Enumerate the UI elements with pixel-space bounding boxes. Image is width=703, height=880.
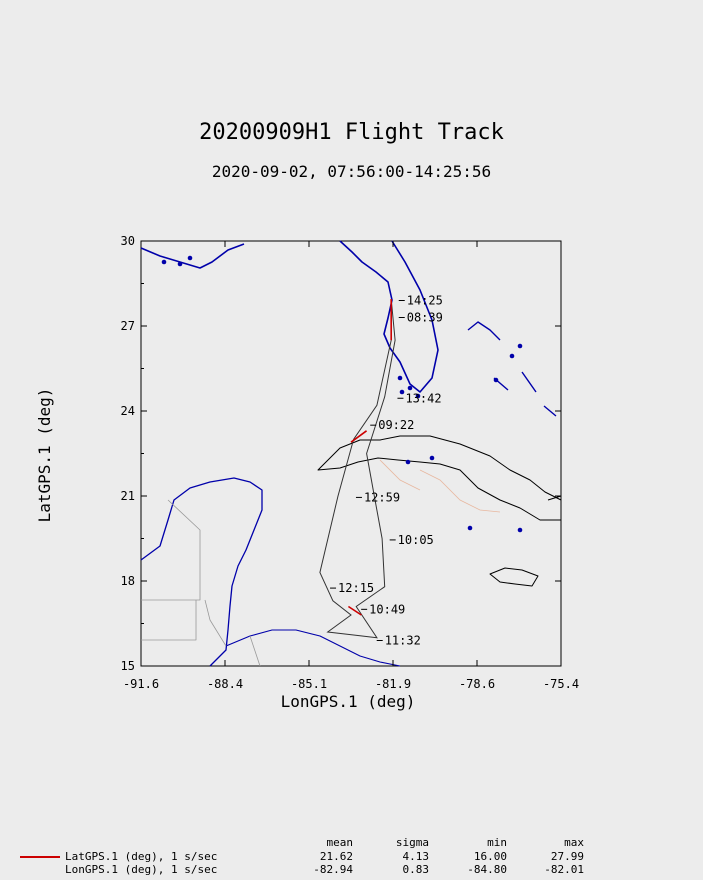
lat-mean: 21.62	[319, 850, 353, 863]
stats-header-mean: mean	[326, 836, 354, 849]
florida-coast	[339, 240, 439, 393]
time-label-3: 09:22	[378, 418, 414, 432]
x-tick-label-3: -81.9	[375, 677, 411, 691]
bahamas-coast	[467, 321, 557, 417]
time-label-4: 12:59	[364, 490, 400, 504]
y-tick-label-1: 18	[121, 574, 135, 588]
track-highlight-1	[350, 430, 368, 443]
track-polyline	[319, 299, 396, 639]
province-lines	[379, 459, 501, 513]
island-2	[187, 255, 193, 261]
y-axis-label: LatGPS.1 (deg)	[35, 388, 54, 523]
x-tick-label-0: -91.6	[123, 677, 159, 691]
time-label-2: 13:42	[405, 391, 441, 405]
honduras-coast	[225, 629, 401, 667]
time-label-6: 12:15	[338, 581, 374, 595]
island-0	[161, 259, 167, 265]
hispaniola-coast	[547, 495, 562, 501]
island-5	[415, 393, 421, 399]
x-tick-label-4: -78.6	[459, 677, 495, 691]
time-label-5: 10:05	[398, 533, 434, 547]
island-10	[405, 459, 411, 465]
y-tick-label-5: 30	[121, 234, 135, 248]
chart-subtitle: 2020-09-02, 07:56:00-14:25:56	[211, 162, 492, 181]
legend-label-lat: LatGPS.1 (deg), 1 s/sec	[65, 850, 218, 863]
island-7	[493, 377, 499, 383]
time-label-0: 14:25	[407, 294, 443, 308]
island-13	[517, 527, 523, 533]
island-6	[397, 375, 403, 381]
map-background	[140, 240, 562, 667]
stats-header-max: max	[564, 836, 584, 849]
lat-sigma: 4.13	[402, 850, 430, 863]
yucatan-coast	[140, 477, 263, 667]
plot-frame	[140, 240, 562, 667]
island-4	[407, 385, 413, 391]
legend-swatch-lat	[20, 856, 60, 858]
flight-track-line	[319, 299, 405, 641]
lat-min: 16.00	[473, 850, 507, 863]
x-tick-label-1: -88.4	[207, 677, 243, 691]
gulf-coast	[140, 243, 245, 269]
jamaica-coast	[489, 567, 539, 587]
time-labels: 14:25 08:39 13:42 09:22 12:59 10:05 12:15 10:49…	[338, 294, 443, 648]
x-tick-label-2: -85.1	[291, 677, 327, 691]
x-tick-label-5: -75.4	[543, 677, 579, 691]
time-label-1: 08:39	[407, 311, 443, 325]
island-1	[177, 261, 183, 267]
track-highlight-2	[347, 605, 362, 616]
y-tick-label-0: 15	[121, 659, 135, 673]
island-9	[517, 343, 523, 349]
time-label-8: 11:32	[385, 634, 421, 648]
stats-header-sigma: sigma	[395, 836, 429, 849]
stats-table: mean sigma min max LatGPS.1 (deg), 1 s/s…	[0, 836, 703, 880]
legend-label-lon: LonGPS.1 (deg), 1 s/sec	[65, 863, 218, 876]
chart-title: 20200909H1 Flight Track	[199, 120, 504, 145]
island-12	[467, 525, 473, 531]
y-tick-label-4: 27	[121, 319, 135, 333]
cuba-coast	[317, 435, 562, 521]
y-axis-ticks: 15 18 21 24 27 30	[121, 234, 561, 673]
x-axis-ticks: -91.6 -88.4 -85.1 -81.9 -78.6 -75.4	[123, 241, 579, 691]
country-borders	[141, 499, 261, 667]
island-11	[429, 455, 435, 461]
lon-max: -82.01	[544, 863, 584, 876]
lon-min: -84.80	[467, 863, 507, 876]
y-tick-label-3: 24	[121, 404, 135, 418]
island-3	[399, 389, 405, 395]
lat-max: 27.99	[550, 850, 584, 863]
island-8	[509, 353, 515, 359]
lon-sigma: 0.83	[402, 863, 430, 876]
stats-header-min: min	[487, 836, 507, 849]
x-axis-label: LonGPS.1 (deg)	[281, 692, 416, 711]
time-label-7: 10:49	[369, 602, 405, 616]
y-tick-label-2: 21	[121, 489, 135, 503]
lon-mean: -82.94	[313, 863, 353, 876]
